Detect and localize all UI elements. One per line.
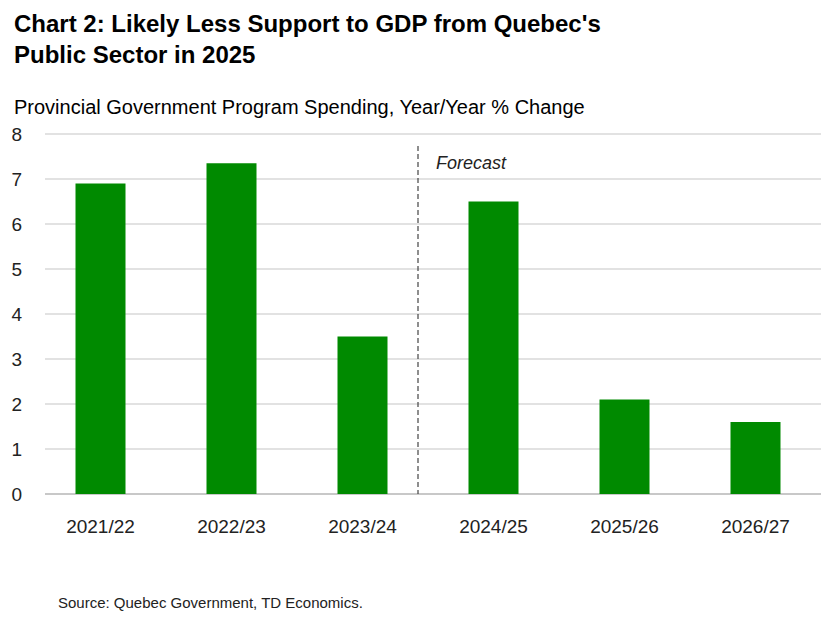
y-tick-label: 3	[11, 349, 22, 370]
bars	[76, 163, 781, 494]
y-tick-label: 4	[11, 304, 22, 325]
annotation: Forecast	[436, 153, 507, 173]
bar	[207, 163, 257, 494]
y-tick-label: 1	[11, 439, 22, 460]
source: Source: Quebec Government, TD Economics.	[58, 594, 363, 611]
bar	[76, 184, 126, 495]
x-tick-label: 2021/22	[66, 516, 135, 537]
grid-line	[45, 403, 821, 405]
grid-line	[45, 493, 821, 495]
x-axis-line	[45, 493, 821, 495]
y-tick-label: 6	[11, 214, 22, 235]
x-tick-label: 2025/26	[590, 516, 659, 537]
grid-line	[45, 268, 821, 270]
y-tick-label: 0	[11, 484, 22, 505]
x-tick-label: 2022/23	[197, 516, 266, 537]
subtitle: Provincial Government Program Spending, …	[14, 96, 585, 118]
bar	[731, 422, 781, 494]
grid-line	[45, 358, 821, 360]
bar	[469, 202, 519, 495]
forecast-divider	[417, 146, 418, 494]
x-tick-label: 2026/27	[721, 516, 790, 537]
bar	[338, 337, 388, 495]
chart: Provincial Government Program Spending, …	[0, 0, 827, 618]
grid-line	[45, 223, 821, 225]
y-tick-label: 8	[11, 124, 22, 145]
x-tick-label: 2023/24	[328, 516, 397, 537]
grid-line	[45, 133, 821, 135]
bar	[600, 400, 650, 495]
grid-line	[45, 313, 821, 315]
y-tick-label: 2	[11, 394, 22, 415]
y-tick-label: 5	[11, 259, 22, 280]
y-tick-label: 7	[11, 169, 22, 190]
chart-title: Chart 2: Likely Less Support to GDP from…	[14, 8, 604, 70]
grid-line	[45, 448, 821, 450]
x-tick-label: 2024/25	[459, 516, 528, 537]
grid-line	[45, 178, 821, 180]
